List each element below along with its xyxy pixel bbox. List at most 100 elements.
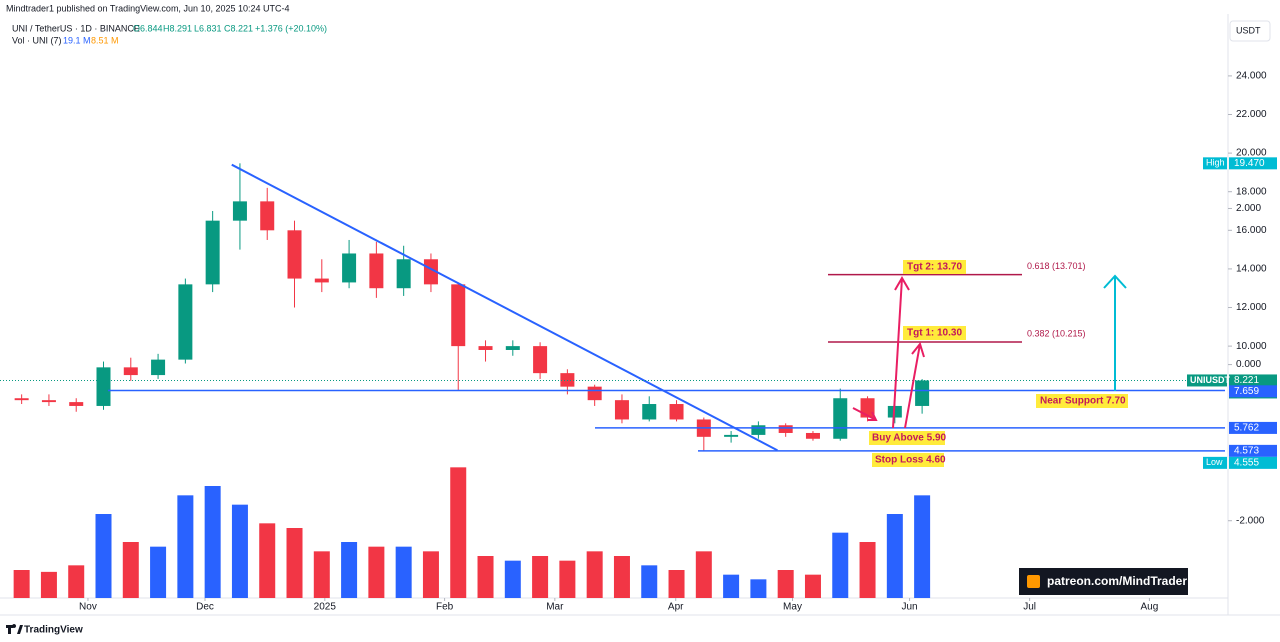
x-tick-label: May bbox=[783, 602, 802, 613]
ohlc: H8.291 bbox=[163, 23, 192, 33]
volume-bar bbox=[313, 551, 330, 598]
volume-bar bbox=[95, 514, 112, 598]
price-label: 8.221 bbox=[1234, 375, 1259, 386]
volume-bar bbox=[204, 486, 221, 598]
price-label-box bbox=[1229, 421, 1277, 434]
volume-bar bbox=[832, 532, 849, 598]
candle-body bbox=[232, 201, 247, 221]
volume-bar bbox=[150, 546, 167, 598]
candle-body bbox=[423, 259, 438, 285]
x-tick-label: Nov bbox=[79, 602, 97, 613]
annotation-box bbox=[903, 260, 966, 274]
publisher: Mindtrader1 published on TradingView.com… bbox=[6, 3, 290, 13]
volume-bar bbox=[231, 504, 248, 598]
candle-body bbox=[833, 398, 848, 439]
arrow bbox=[1103, 274, 1127, 391]
y-tick-label: 10.000 bbox=[1236, 341, 1267, 352]
candle-body bbox=[587, 386, 602, 401]
volume-bar bbox=[914, 495, 931, 598]
annotation-box bbox=[872, 453, 944, 467]
volume-bar bbox=[477, 556, 494, 598]
candle-body bbox=[205, 220, 220, 285]
logo-icon bbox=[6, 624, 23, 634]
candle-body bbox=[14, 398, 29, 401]
price-tag: Low bbox=[1206, 457, 1223, 467]
y-tick-label: 14.000 bbox=[1236, 264, 1267, 275]
x-tick-label: Mar bbox=[546, 602, 564, 613]
candle-body bbox=[505, 346, 520, 350]
volume-bar bbox=[777, 570, 794, 598]
volume-bar bbox=[804, 574, 821, 598]
annotation: Near Support 7.70 bbox=[1040, 396, 1126, 407]
candle-body bbox=[724, 434, 739, 437]
volume-bar bbox=[40, 571, 57, 598]
y-tick-label: 2.000 bbox=[1236, 203, 1261, 214]
price-label-box bbox=[1229, 157, 1277, 170]
x-tick-label: Dec bbox=[196, 602, 214, 613]
volume-bar bbox=[368, 546, 385, 598]
price-label: 4.573 bbox=[1234, 446, 1259, 457]
candle-body bbox=[369, 253, 384, 289]
volume-title: Vol · UNI (7) bbox=[12, 35, 62, 45]
volume-bar bbox=[886, 514, 903, 598]
annotation: Tgt 2: 13.70 bbox=[907, 262, 962, 273]
logo: TradingView bbox=[24, 625, 83, 636]
candle-body bbox=[642, 404, 657, 420]
volume-ma: 8.51 M bbox=[91, 35, 119, 45]
candle-body bbox=[533, 346, 548, 374]
annotation: Tgt 1: 10.30 bbox=[907, 328, 962, 339]
volume-bar bbox=[122, 542, 139, 598]
currency[interactable]: USDT bbox=[1236, 25, 1261, 35]
fib-label: 0.618 (13.701) bbox=[1027, 261, 1086, 271]
volume-bar bbox=[750, 579, 767, 598]
volume-bar bbox=[286, 528, 303, 598]
x-tick-label: 2025 bbox=[314, 602, 337, 613]
candle-body bbox=[778, 425, 793, 433]
price-label-box bbox=[1229, 385, 1277, 398]
y-tick-label: 20.000 bbox=[1236, 148, 1267, 159]
candle-body bbox=[478, 346, 493, 350]
price-tag: High bbox=[1206, 158, 1225, 168]
candle-body bbox=[314, 278, 329, 283]
volume-bar bbox=[723, 574, 740, 598]
fib-label: 0.382 (10.215) bbox=[1027, 328, 1086, 338]
candle-body bbox=[178, 284, 193, 360]
ohlc: O6.844 bbox=[133, 23, 163, 33]
y-tick-label: 12.000 bbox=[1236, 302, 1267, 313]
annotation-box bbox=[869, 431, 945, 445]
promo: patreon.com/MindTrader bbox=[1047, 574, 1187, 588]
volume-bar bbox=[395, 546, 412, 598]
y-tick-label: 22.000 bbox=[1236, 109, 1267, 120]
candle-body bbox=[396, 259, 411, 289]
ohlc: L6.831 bbox=[194, 23, 222, 33]
x-tick-label: Apr bbox=[668, 602, 684, 613]
x-tick-label: Jun bbox=[901, 602, 917, 613]
candle-body bbox=[751, 425, 766, 435]
price-label-box bbox=[1229, 456, 1277, 469]
volume-bar bbox=[586, 551, 603, 598]
candle-body bbox=[69, 402, 84, 406]
y-tick-label: 24.000 bbox=[1236, 71, 1267, 82]
price-tag: UNIUSDT bbox=[1190, 375, 1231, 385]
plot: 10.000 12.000 14.000 16.000 18.000 20.000 22.0… bbox=[0, 71, 1277, 613]
volume-bar bbox=[13, 570, 30, 598]
y-tick-label: 18.000 bbox=[1236, 186, 1267, 197]
volume-bar bbox=[259, 523, 276, 598]
price-label: 7.659 bbox=[1234, 386, 1259, 397]
price-label-box bbox=[1229, 444, 1277, 457]
currency-box[interactable] bbox=[1229, 20, 1271, 42]
volume-bar bbox=[341, 542, 358, 598]
volume-bar bbox=[859, 542, 876, 598]
symbol: UNI / TetherUS · 1D · BINANCE bbox=[12, 23, 140, 33]
arrow bbox=[892, 276, 910, 429]
volume-bar bbox=[504, 560, 521, 598]
volume-bar bbox=[177, 495, 194, 598]
y-tick-label: -2.000 bbox=[1236, 515, 1265, 526]
candle-body bbox=[287, 230, 302, 279]
y-tick-label: 0.000 bbox=[1236, 359, 1261, 370]
arrows bbox=[852, 274, 1127, 429]
annotation-box bbox=[1036, 394, 1128, 408]
annotation: Stop Loss 4.60 bbox=[875, 455, 946, 466]
